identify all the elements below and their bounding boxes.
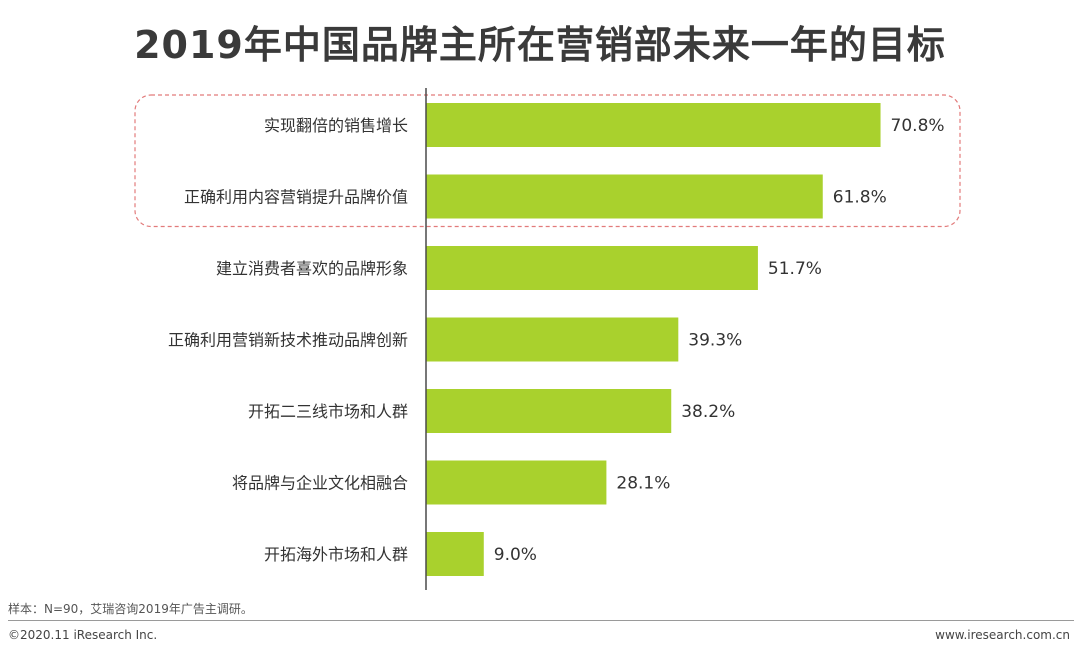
- bar: [426, 532, 484, 576]
- category-label: 开拓二三线市场和人群: [248, 402, 408, 421]
- bar: [426, 389, 672, 433]
- bar: [426, 246, 758, 290]
- category-label: 正确利用内容营销提升品牌价值: [184, 188, 408, 207]
- chart-title: 2019年中国品牌主所在营销部未来一年的目标: [134, 23, 946, 67]
- website-text: www.iresearch.com.cn: [935, 628, 1070, 642]
- value-label: 51.7%: [768, 259, 822, 279]
- bar: [426, 103, 881, 147]
- value-label: 70.8%: [891, 116, 945, 136]
- value-label: 9.0%: [494, 545, 537, 565]
- copyright-text: ©2020.11 iResearch Inc.: [8, 628, 158, 642]
- sample-note: 样本：N=90，艾瑞咨询2019年广告主调研。: [8, 602, 253, 616]
- bar: [426, 460, 607, 505]
- value-label: 28.1%: [616, 474, 670, 494]
- bar: [426, 174, 823, 219]
- category-label: 建立消费者喜欢的品牌形象: [216, 259, 408, 278]
- value-label: 39.3%: [688, 331, 742, 351]
- value-label: 61.8%: [833, 188, 887, 208]
- category-label: 正确利用营销新技术推动品牌创新: [168, 331, 408, 350]
- highlight-box: [134, 94, 961, 228]
- category-label: 开拓海外市场和人群: [264, 545, 408, 564]
- bar: [426, 317, 679, 362]
- footer-divider: [8, 620, 1074, 621]
- bar-chart: 实现翻倍的销售增长 70.8% 正确利用内容营销提升品牌价值 61.8% 建立消费者喜欢…: [134, 88, 961, 590]
- category-label: 实现翻倍的销售增长: [264, 116, 408, 135]
- category-label: 将品牌与企业文化相融合: [232, 474, 408, 493]
- value-label: 38.2%: [681, 402, 735, 422]
